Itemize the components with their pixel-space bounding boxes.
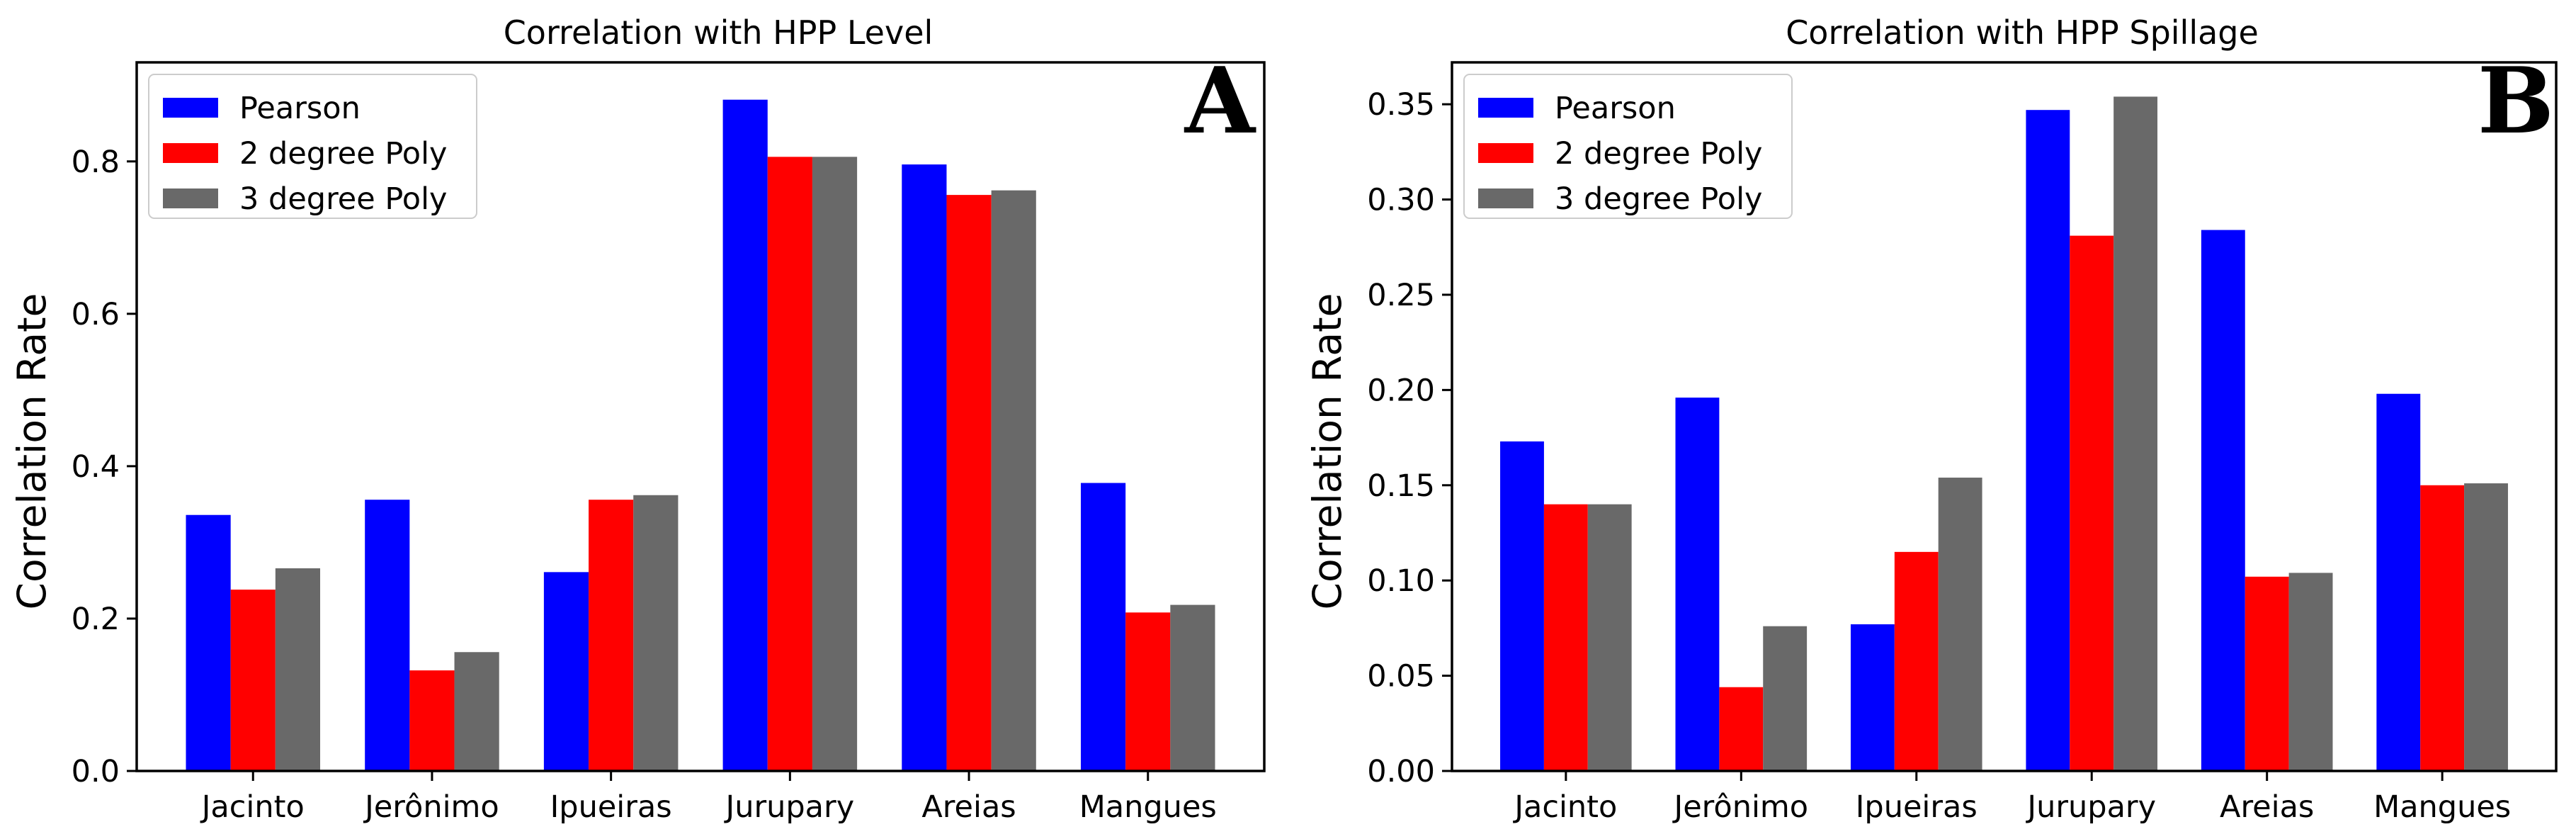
legend-label: Pearson <box>239 91 361 126</box>
bar <box>991 190 1036 772</box>
bar <box>2026 110 2070 772</box>
bar <box>186 514 231 771</box>
legend-swatch <box>163 143 218 163</box>
bar <box>1850 624 1895 771</box>
plot-frame <box>135 61 1266 772</box>
y-tick-label: 0.10 <box>1367 563 1435 599</box>
x-tick-label: Areias <box>921 789 1016 825</box>
legend-box <box>148 74 477 219</box>
legend-label: 2 degree Poly <box>1555 136 1762 171</box>
bars-group <box>186 99 1215 772</box>
x-tick-label: Jurupary <box>724 789 855 825</box>
y-tick-label: 0.15 <box>1367 468 1435 504</box>
bar <box>454 652 499 771</box>
bar <box>2113 96 2158 772</box>
bar <box>1543 504 1588 771</box>
bar <box>543 572 589 771</box>
y-axis-label: Correlation Rate <box>9 293 55 610</box>
bar <box>633 495 679 771</box>
y-tick-label: 0.05 <box>1367 659 1435 694</box>
chart-title: Correlation with HPP Level <box>504 13 934 52</box>
bar <box>722 99 768 771</box>
legend-label: Pearson <box>1555 91 1676 126</box>
y-ticks: 0.00 0.05 0.10 0.15 0.20 0.25 0.30 0.35 <box>1367 87 1452 789</box>
x-tick-label: Ipueiras <box>1856 789 1978 825</box>
bar <box>1500 441 1544 771</box>
y-axis-label: Correlation Rate <box>1305 293 1350 610</box>
x-tick-label: Mangues <box>1079 789 1217 825</box>
bar <box>2420 485 2465 771</box>
y-tick-label: 0.0 <box>72 754 120 789</box>
bar <box>275 568 321 771</box>
panel-label: A <box>1184 48 1256 154</box>
y-ticks: 0.0 0.2 0.4 0.6 0.8 <box>72 145 137 789</box>
legend-box <box>1463 74 1793 219</box>
bar <box>365 500 410 771</box>
y-tick-label: 0.25 <box>1367 278 1435 313</box>
bar <box>2070 235 2114 771</box>
y-tick-label: 0.8 <box>72 145 120 180</box>
bar <box>2201 230 2245 771</box>
y-tick-label: 0.35 <box>1367 87 1435 123</box>
legend-swatch <box>1478 188 1533 208</box>
x-tick-label: Jurupary <box>2025 789 2156 825</box>
legend-swatch <box>163 188 218 208</box>
chart-title: Correlation with HPP Spillage <box>1786 13 2259 52</box>
bar <box>767 157 812 772</box>
x-tick-label: Jacinto <box>200 789 305 825</box>
legend-swatch <box>163 98 218 118</box>
x-tick-label: Jerônimo <box>363 789 499 825</box>
bar <box>1170 604 1215 771</box>
x-tick-label: Jerônimo <box>1672 789 1809 825</box>
bar <box>1587 504 1632 771</box>
bar <box>946 195 992 771</box>
bar <box>230 590 276 771</box>
legend-swatch <box>1478 143 1533 163</box>
bar <box>1675 398 1720 771</box>
bar <box>1125 612 1171 771</box>
bar <box>1894 551 1939 771</box>
x-tick-label: Areias <box>2220 789 2314 825</box>
bar <box>1719 687 1764 771</box>
bar <box>1763 626 1808 771</box>
bar <box>902 164 947 771</box>
bar <box>409 670 455 771</box>
x-ticks: Jacinto Jerônimo Ipueiras Jurupary Areias Man… <box>1512 771 2511 825</box>
legend-label: 2 degree Poly <box>239 136 447 171</box>
bar <box>2376 393 2421 771</box>
x-tick-label: Jacinto <box>1512 789 1617 825</box>
x-tick-label: Ipueiras <box>550 789 672 825</box>
bar <box>2245 576 2289 771</box>
legend: Pearson 2 degree Poly 3 degree Poly <box>148 74 477 219</box>
bars-group <box>1500 96 2508 772</box>
bar <box>812 157 858 772</box>
y-tick-label: 0.30 <box>1367 183 1435 218</box>
panel-a: Correlation with HPP Level Correlation R… <box>9 13 1266 825</box>
y-tick-label: 0.4 <box>72 449 120 485</box>
bar <box>2288 573 2333 771</box>
panel-label: B <box>2478 48 2554 154</box>
y-tick-label: 0.2 <box>72 602 120 637</box>
y-tick-label: 0.6 <box>72 297 120 332</box>
x-tick-label: Mangues <box>2373 789 2511 825</box>
legend: Pearson 2 degree Poly 3 degree Poly <box>1463 74 1793 219</box>
x-ticks: Jacinto Jerônimo Ipueiras Jurupary Areias Man… <box>200 771 1217 825</box>
bar <box>1080 483 1126 771</box>
legend-label: 3 degree Poly <box>239 181 447 217</box>
y-tick-label: 0.00 <box>1367 754 1435 789</box>
bar <box>1938 478 1982 771</box>
legend-label: 3 degree Poly <box>1555 181 1762 217</box>
legend-swatch <box>1478 98 1533 118</box>
plot-frame <box>1451 61 2558 772</box>
bar <box>2464 483 2508 771</box>
y-tick-label: 0.20 <box>1367 373 1435 408</box>
bar <box>589 500 634 771</box>
panel-b: Correlation with HPP Spillage Correlatio… <box>1305 13 2558 825</box>
